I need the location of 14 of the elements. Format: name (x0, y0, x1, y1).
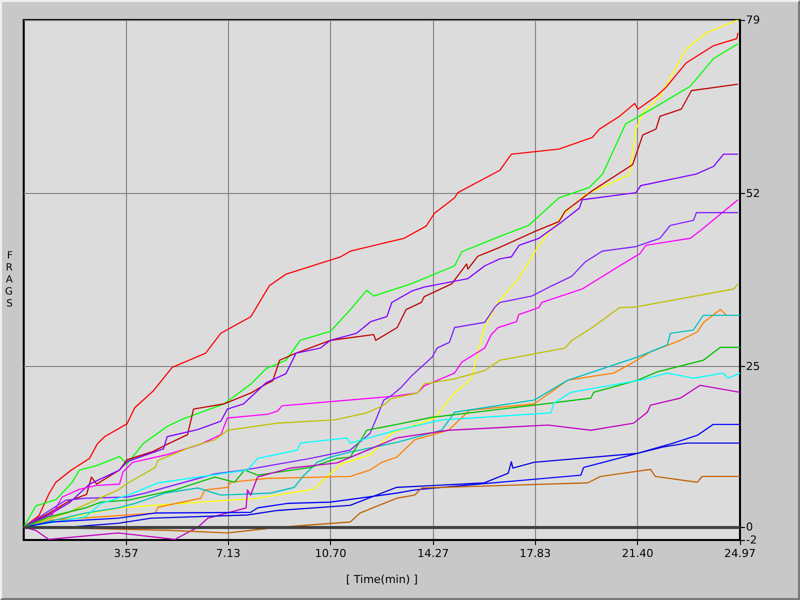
x-tick-label: 24.97 (724, 547, 756, 560)
x-tick-label: 17.83 (519, 547, 551, 560)
x-tick-label: 14.27 (417, 547, 449, 560)
x-tick-label: 21.40 (622, 547, 654, 560)
y-tick-label: -2 (746, 534, 757, 546)
y-tick-label: 52 (746, 186, 760, 200)
x-tick-label: 3.57 (114, 547, 138, 560)
x-tick-label: 7.13 (216, 547, 241, 560)
y-axis-title: FRAGS (5, 250, 13, 310)
x-axis-title: [ Time(min) ] (346, 573, 418, 586)
y-tick-label: 0 (746, 520, 753, 534)
y-tick-label: 79 (746, 14, 760, 26)
x-tick-label: 10.70 (314, 547, 346, 560)
y-tick-label: 25 (746, 360, 760, 374)
